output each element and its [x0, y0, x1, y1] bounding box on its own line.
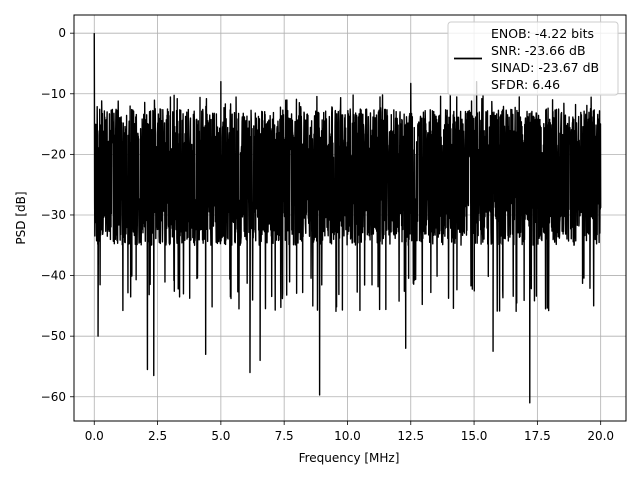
- x-axis-label: Frequency [MHz]: [299, 451, 400, 465]
- y-tick-label: −50: [41, 329, 66, 343]
- legend-box: [447, 21, 619, 96]
- y-tick-label: −30: [41, 208, 66, 222]
- x-tick-label: 12.5: [397, 429, 424, 443]
- y-axis-ticks: 0 −10 −20 −30 −40 −50 −60: [41, 26, 74, 404]
- legend-snr: SNR: -23.66 dB: [491, 43, 586, 58]
- legend-enob: ENOB: -4.22 bits: [491, 26, 594, 41]
- y-tick-label: −20: [41, 147, 66, 161]
- psd-series-line: [93, 33, 602, 404]
- x-axis-ticks: 0.0 2.5 5.0 7.5 10.0 12.5 15.0 17.5 20.0: [85, 421, 614, 443]
- y-tick-label: −60: [41, 390, 66, 404]
- legend: ENOB: -4.22 bits SNR: -23.66 dB SINAD: -…: [447, 21, 619, 96]
- x-tick-label: 15.0: [461, 429, 488, 443]
- plot-area: [93, 33, 602, 404]
- axes-frame: [73, 14, 627, 422]
- x-tick-label: 7.5: [275, 429, 294, 443]
- legend-sinad: SINAD: -23.67 dB: [491, 60, 599, 75]
- x-tick-label: 17.5: [524, 429, 551, 443]
- y-axis-label: PSD [dB]: [14, 191, 28, 244]
- x-tick-label: 10.0: [334, 429, 361, 443]
- x-tick-label: 0.0: [85, 429, 104, 443]
- y-tick-label: −10: [41, 87, 66, 101]
- x-tick-label: 5.0: [211, 429, 230, 443]
- y-tick-label: −40: [41, 269, 66, 283]
- legend-sfdr: SFDR: 6.46: [491, 77, 560, 92]
- x-tick-label: 20.0: [587, 429, 614, 443]
- x-tick-label: 2.5: [148, 429, 167, 443]
- y-tick-label: 0: [58, 26, 66, 40]
